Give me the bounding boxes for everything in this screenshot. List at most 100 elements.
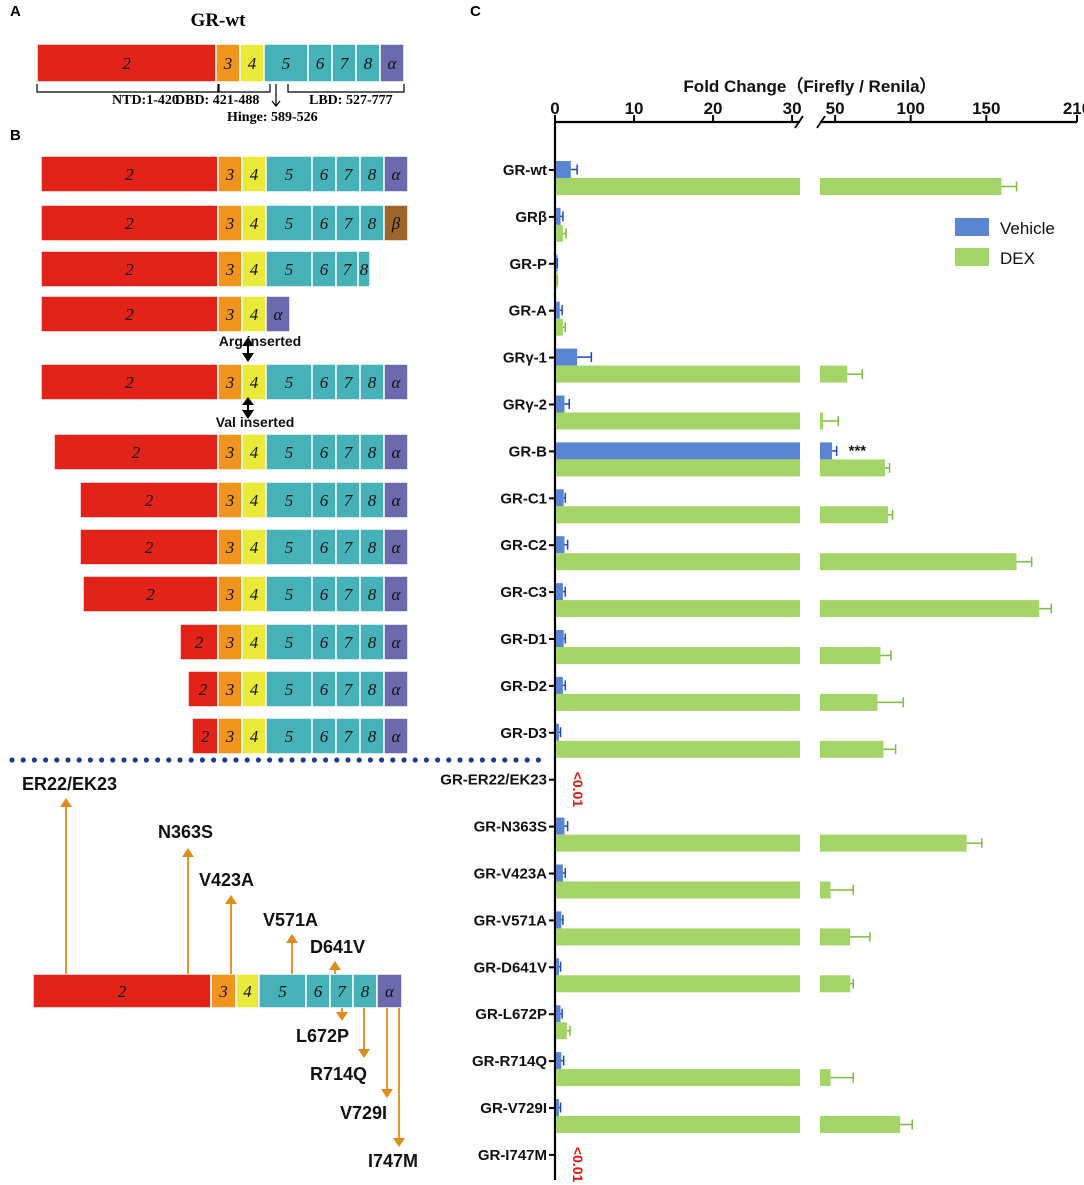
exon-alpha-block xyxy=(383,363,409,401)
exon-e7-label: 7 xyxy=(344,373,354,392)
exon-e7-block xyxy=(335,528,361,566)
d641v-arrow-head xyxy=(329,961,341,970)
bar-dex xyxy=(556,740,800,758)
exon-alpha-block xyxy=(383,575,409,613)
exon-e8-label: 8 xyxy=(368,373,377,392)
exon-alpha-block xyxy=(383,155,409,193)
bar-group: GR-C1 xyxy=(500,489,894,524)
separator-dot xyxy=(199,757,205,763)
bar-dex xyxy=(556,1116,800,1133)
separator-dot xyxy=(76,757,82,763)
exon-e4-label: 4 xyxy=(250,727,259,746)
exon-e6-label: 6 xyxy=(314,982,323,1001)
bar-group: GR-wt xyxy=(503,161,1018,195)
exon-e3-label: 3 xyxy=(225,305,235,324)
bar-group: GR-D3 xyxy=(500,723,897,758)
separator-dot xyxy=(513,757,519,763)
separator-dot xyxy=(211,757,217,763)
exon-e6-block xyxy=(311,433,337,471)
error-bar-dex xyxy=(966,838,983,849)
lbd-label: LBD: 527-777 xyxy=(309,93,393,108)
error-bar-vehicle xyxy=(561,1055,565,1066)
bar-dex xyxy=(556,318,563,336)
exon-e8-label: 8 xyxy=(368,538,377,557)
error-bar-vehicle xyxy=(564,539,569,550)
y-tick-label: GR-D1 xyxy=(500,631,547,648)
low-value-annotation: <0.01 xyxy=(570,772,586,808)
bar-dex-right xyxy=(820,412,824,430)
exon-e3-block xyxy=(217,575,243,613)
bar-dex xyxy=(556,178,800,195)
y-tick-label: GR-C3 xyxy=(500,584,547,601)
error-bar-dex xyxy=(562,322,567,333)
separator-dot xyxy=(255,757,261,763)
exon-e2-block xyxy=(32,973,212,1009)
separator-dot xyxy=(121,757,127,763)
exon-e3-label: 3 xyxy=(225,633,235,652)
exon-e7-block xyxy=(335,363,361,401)
x-tick-label: 20 xyxy=(704,99,723,118)
hinge-label: Hinge: 589-526 xyxy=(227,110,318,125)
mutation-label-v423a: V423A xyxy=(199,870,254,890)
bar-vehicle xyxy=(556,1052,562,1070)
exon-e4-label: 4 xyxy=(250,165,259,184)
y-tick-label: GR-C1 xyxy=(500,490,547,507)
bar-dex xyxy=(556,975,800,993)
legend-label-vehicle: Vehicle xyxy=(1000,219,1055,238)
bar-group: GR-L672P xyxy=(475,1005,571,1040)
bar-vehicle xyxy=(556,723,559,741)
error-bar-vehicle xyxy=(570,164,578,175)
error-bar-vehicle xyxy=(558,1102,562,1113)
legend-label-dex: DEX xyxy=(1000,249,1035,268)
bar-vehicle xyxy=(556,911,562,929)
bar-group: GR-D1 xyxy=(500,630,892,664)
exon-e7-label: 7 xyxy=(337,982,347,1001)
error-bar-vehicle xyxy=(561,914,564,925)
exon-e5-label: 5 xyxy=(285,491,294,510)
exon-e3-block xyxy=(217,481,243,519)
exon-e6-label: 6 xyxy=(320,680,329,699)
dotted-separator xyxy=(9,757,542,763)
separator-dot xyxy=(300,757,306,763)
exon-e2-label: 2 xyxy=(132,443,141,462)
low-value-annotation: <0.01 xyxy=(570,1147,586,1183)
exon-e3-label: 3 xyxy=(225,443,235,462)
bar-vehicle xyxy=(556,817,565,835)
exon-e5-label: 5 xyxy=(285,443,294,462)
y-tick-label: GR-D641V xyxy=(474,959,547,976)
y-tick-label: GR-I747M xyxy=(478,1147,547,1164)
separator-dot xyxy=(289,757,295,763)
exon-beta-label: β xyxy=(391,214,401,233)
separator-dot xyxy=(468,757,474,763)
exon-e2-label: 2 xyxy=(125,214,134,233)
separator-dot xyxy=(177,757,183,763)
exon-alpha-label: α xyxy=(392,443,402,462)
bar-dex xyxy=(556,412,800,430)
exon-alpha-block xyxy=(376,973,403,1009)
error-bar-dex xyxy=(888,509,894,520)
v423a-arrow-head xyxy=(225,895,237,904)
exon-e6-block xyxy=(311,481,337,519)
exon-alpha-label: α xyxy=(392,491,402,510)
exon-e3-label: 3 xyxy=(225,165,235,184)
bar-dex-right xyxy=(820,647,881,664)
error-bar-vehicle xyxy=(563,633,567,644)
error-bar-dex xyxy=(847,369,864,380)
mutation-label-v571a: V571A xyxy=(263,910,318,930)
exon-e2-label: 2 xyxy=(201,727,210,746)
exon-e6-block xyxy=(311,623,337,661)
bar-dex xyxy=(556,881,800,899)
val-arrow xyxy=(242,397,254,419)
exon-e5-label: 5 xyxy=(285,260,294,279)
exon-e7-label: 7 xyxy=(344,214,354,233)
y-tick-label: GRβ xyxy=(515,209,547,226)
bar-vehicle xyxy=(556,676,563,694)
bar-dex-right xyxy=(820,600,1040,618)
exon-alpha-block xyxy=(383,481,409,519)
separator-dot xyxy=(435,757,441,763)
exon-e7-label: 7 xyxy=(343,260,353,279)
